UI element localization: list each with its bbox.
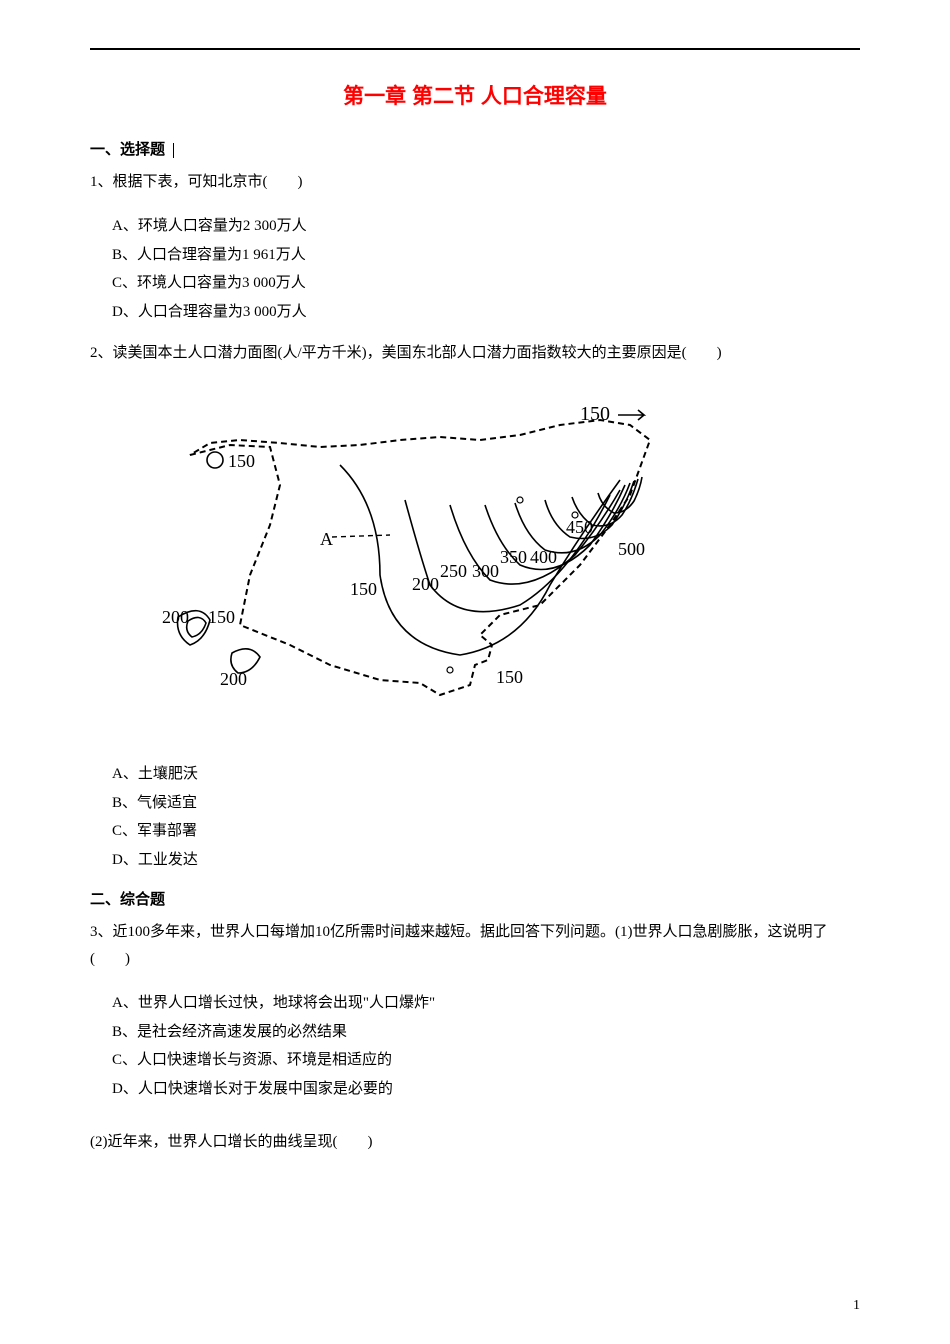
a-dash [332,535,390,537]
label-150-mid: 150 [350,579,377,599]
label-350: 350 [500,547,527,567]
label-300: 300 [472,561,499,581]
q3-option-b: B、是社会经济高速发展的必然结果 [112,1018,860,1047]
q3-option-c: C、人口快速增长与资源、环境是相适应的 [112,1046,860,1075]
us-map-svg: 150 200 150 200 A 150 150 200 250 300 [120,385,660,725]
label-150-ne: 150 [580,403,610,425]
q2-option-c: C、军事部署 [112,817,860,846]
label-250: 250 [440,561,467,581]
q1-stem: 1、根据下表，可知北京市( ) [90,169,860,196]
ne-arrow [618,410,644,420]
marker-ne1 [517,497,523,503]
q1-option-c: C、环境人口容量为3 000万人 [112,269,860,298]
marker-s [447,667,453,673]
label-150-se: 150 [496,667,523,687]
q2-option-b: B、气候适宜 [112,789,860,818]
q3-sub2: (2)近年来，世界人口增长的曲线呈现( ) [90,1129,860,1156]
q3-option-d: D、人口快速增长对于发展中国家是必要的 [112,1075,860,1104]
q2-option-d: D、工业发达 [112,846,860,875]
q3-option-a: A、世界人口增长过快，地球将会出现"人口爆炸" [112,989,860,1018]
text-cursor [173,143,174,158]
label-200-mid: 200 [412,574,439,594]
horizontal-rule [90,48,860,50]
q1-option-b: B、人口合理容量为1 961万人 [112,241,860,270]
label-200-sw2: 200 [220,669,247,689]
label-200-sw1: 200 [162,607,189,627]
q1-option-a: A、环境人口容量为2 300万人 [112,212,860,241]
nw-iso [207,452,223,468]
q1-options: A、环境人口容量为2 300万人 B、人口合理容量为1 961万人 C、环境人口… [112,212,860,326]
q1-option-d: D、人口合理容量为3 000万人 [112,298,860,327]
label-150-sw: 150 [208,607,235,627]
document-title: 第一章 第二节 人口合理容量 [90,80,860,110]
label-450: 450 [566,517,593,537]
q3-options: A、世界人口增长过快，地球将会出现"人口爆炸" B、是社会经济高速发展的必然结果… [112,989,860,1103]
label-a: A [320,529,333,549]
label-400: 400 [530,547,557,567]
page: 第一章 第二节 人口合理容量 一、选择题 1、根据下表，可知北京市( ) A、环… [0,0,950,1344]
us-outline [190,420,650,695]
q2-options: A、土壤肥沃 B、气候适宜 C、军事部署 D、工业发达 [112,760,860,874]
q2-figure: 150 200 150 200 A 150 150 200 250 300 [120,385,860,730]
sw-iso-inner [187,617,206,637]
page-number: 1 [853,1298,860,1314]
q3-stem: 3、近100多年来，世界人口每增加10亿所需时间越来越短。据此回答下列问题。(1… [90,919,860,973]
section-1-heading-text: 一、选择题 [90,142,165,158]
label-150-nw: 150 [228,451,255,471]
label-500: 500 [618,539,645,559]
q2-option-a: A、土壤肥沃 [112,760,860,789]
section-2-heading: 二、综合题 [90,888,860,909]
q2-stem: 2、读美国本土人口潜力面图(人/平方千米)，美国东北部人口潜力面指数较大的主要原… [90,340,860,367]
iso-150 [340,465,620,655]
section-1-heading: 一、选择题 [90,138,860,159]
